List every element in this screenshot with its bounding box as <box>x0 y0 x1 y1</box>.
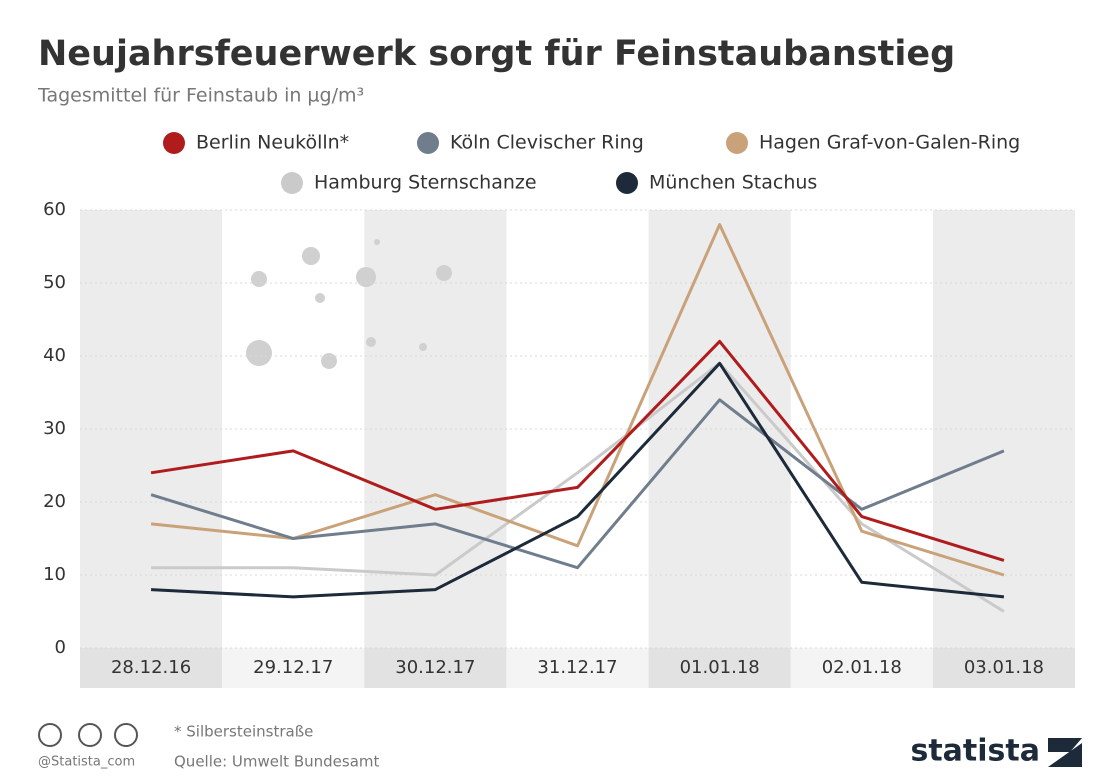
x-tick-label: 01.01.18 <box>680 657 760 678</box>
x-tick-label: 02.01.18 <box>822 657 902 678</box>
cc-icons <box>39 724 137 746</box>
source: Quelle: Umwelt Bundesamt <box>174 753 380 771</box>
y-tick-label: 40 <box>43 345 66 366</box>
credit: @Statista_com <box>38 755 135 770</box>
chart-title: Neujahrsfeuerwerk sorgt für Feinstaubans… <box>38 34 955 74</box>
legend-label: München Stachus <box>649 172 817 194</box>
chart: Neujahrsfeuerwerk sorgt für Feinstaubans… <box>0 0 1099 780</box>
legend-swatch <box>616 172 638 194</box>
column-band <box>649 210 791 648</box>
legend-swatch <box>417 132 439 154</box>
legend-swatch <box>163 132 185 154</box>
y-tick-label: 0 <box>55 637 66 658</box>
y-tick-label: 50 <box>43 272 66 293</box>
legend-label: Hagen Graf-von-Galen-Ring <box>759 132 1020 154</box>
x-tick-label: 31.12.17 <box>537 657 617 678</box>
series-line <box>151 341 1004 560</box>
chart-subtitle: Tagesmittel für Feinstaub in µg/m³ <box>37 85 364 107</box>
series-line <box>151 363 1004 597</box>
brand: statista <box>910 734 1040 769</box>
legend-label: Köln Clevischer Ring <box>450 132 644 154</box>
y-tick-label: 30 <box>43 418 66 439</box>
x-tick-label: 29.12.17 <box>253 657 333 678</box>
x-tick-label: 30.12.17 <box>395 657 475 678</box>
legend-label: Berlin Neukölln* <box>196 132 349 154</box>
x-tick-label: 28.12.16 <box>111 657 191 678</box>
legend-swatch <box>726 132 748 154</box>
legend-label: Hamburg Sternschanze <box>314 172 537 194</box>
x-tick-label: 03.01.18 <box>964 657 1044 678</box>
y-tick-label: 10 <box>43 564 66 585</box>
column-shading <box>80 210 1075 688</box>
y-tick-label: 60 <box>43 199 66 220</box>
brand-logo <box>1048 738 1082 767</box>
footnote: * Silbersteinstraße <box>174 723 313 741</box>
y-tick-label: 20 <box>43 491 66 512</box>
legend-swatch <box>281 172 303 194</box>
page: Neujahrsfeuerwerk sorgt für Feinstaubans… <box>0 0 1099 780</box>
